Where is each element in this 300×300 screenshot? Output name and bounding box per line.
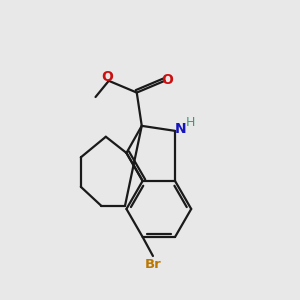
Text: H: H bbox=[186, 116, 195, 129]
Text: N: N bbox=[175, 122, 186, 136]
Text: Br: Br bbox=[145, 258, 161, 271]
Text: O: O bbox=[162, 73, 174, 87]
Text: O: O bbox=[101, 70, 113, 84]
